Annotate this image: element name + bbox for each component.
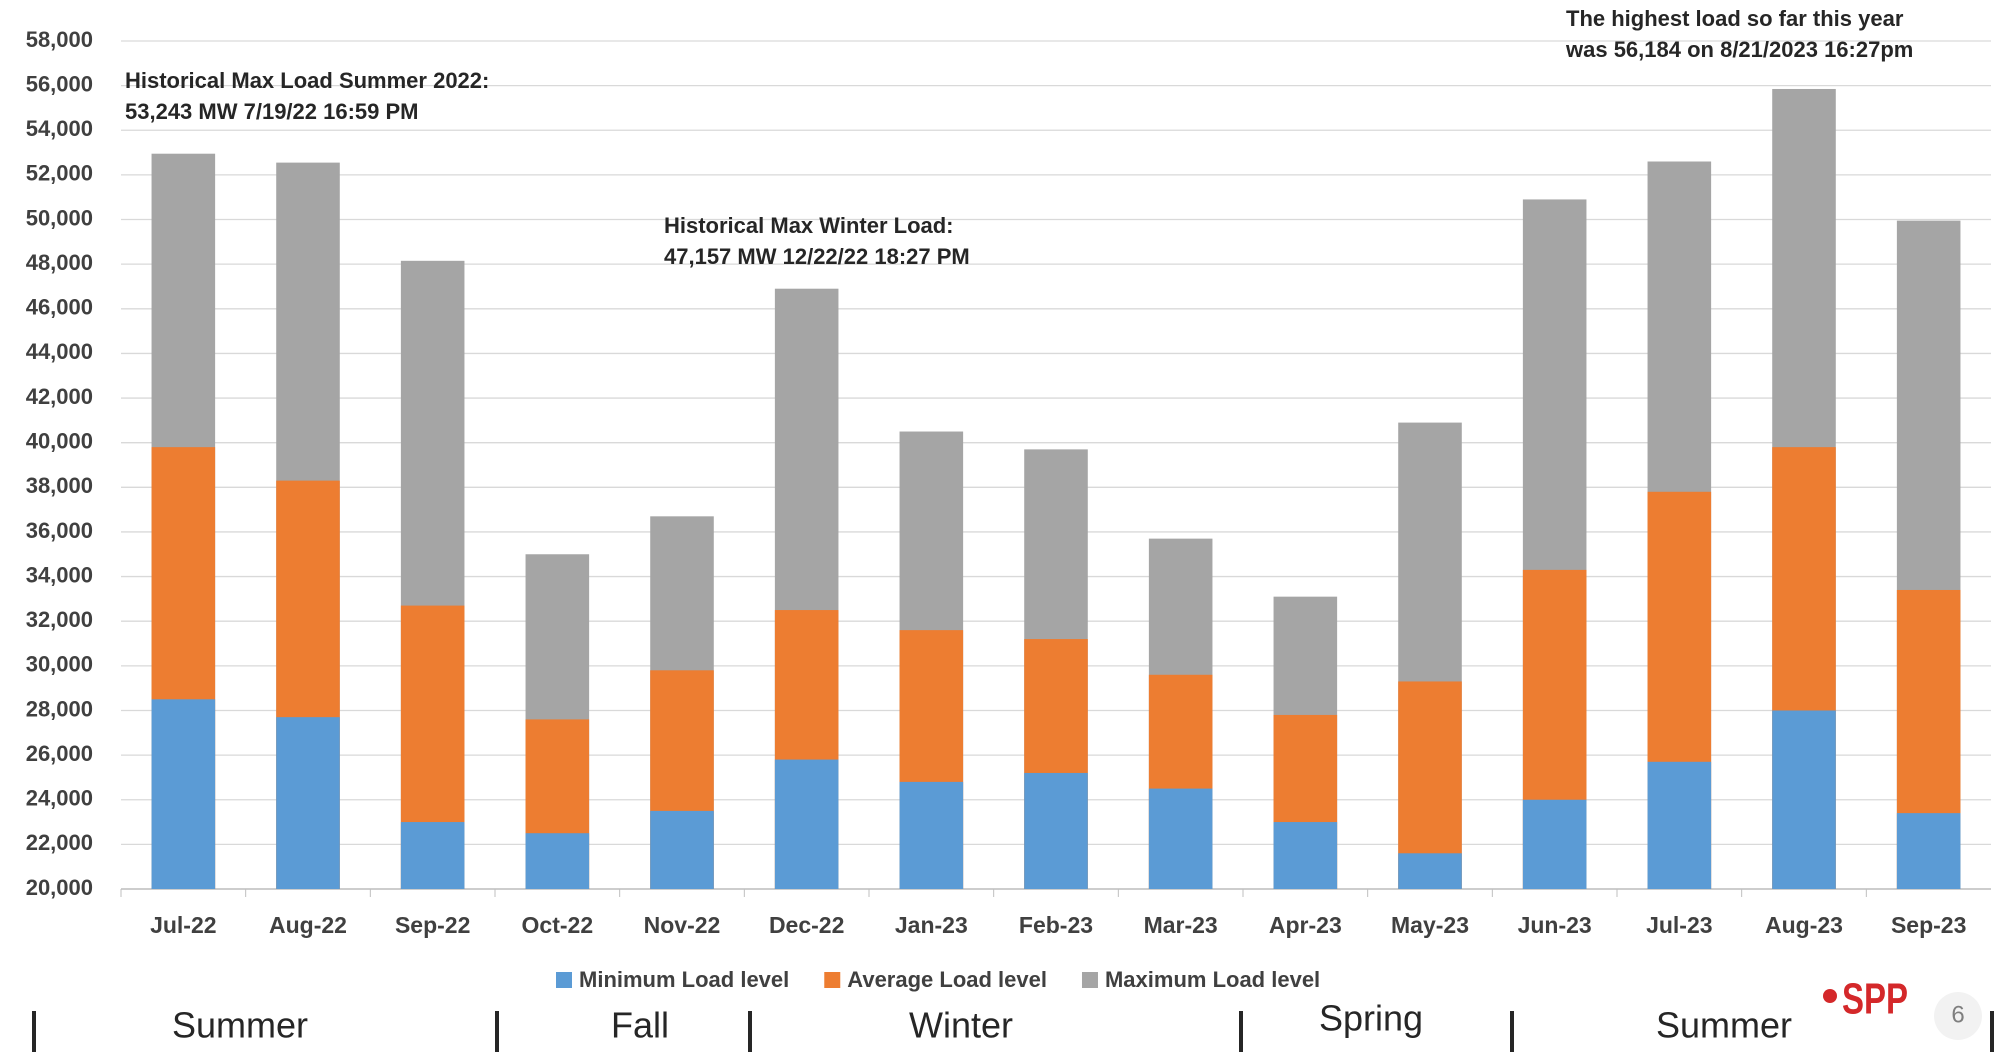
bar	[899, 781, 964, 889]
x-tick-label: Aug-22	[269, 912, 347, 938]
x-tick-label: Nov-22	[644, 912, 721, 938]
annotation: Historical Max Winter Load:	[664, 213, 954, 238]
bar	[1273, 822, 1338, 889]
bar	[1522, 799, 1587, 889]
y-tick-label: 40,000	[26, 428, 93, 453]
x-tick-label: Apr-23	[1269, 912, 1342, 938]
logo: SPP	[1842, 975, 1908, 1024]
y-tick-label: 52,000	[26, 161, 93, 186]
season-label: Winter	[909, 1005, 1013, 1046]
bar	[1647, 761, 1712, 889]
y-tick-label: 22,000	[26, 830, 93, 855]
x-tick-label: Sep-22	[395, 912, 470, 938]
legend-swatch	[556, 972, 572, 988]
x-tick-label: Jul-23	[1646, 912, 1712, 938]
bar	[1398, 853, 1462, 889]
bar	[1148, 788, 1213, 889]
annotation: The highest load so far this year	[1566, 6, 1904, 31]
y-tick-label: 58,000	[26, 27, 93, 52]
y-tick-label: 28,000	[26, 696, 93, 721]
page-number: 6	[1951, 1001, 1964, 1028]
bar	[525, 833, 590, 889]
y-tick-label: 30,000	[26, 652, 93, 677]
x-tick-label: Jul-22	[150, 912, 216, 938]
x-tick-label: Jan-23	[895, 912, 968, 938]
legend-label: Minimum Load level	[579, 967, 789, 992]
bar	[774, 759, 839, 889]
legend-swatch	[824, 972, 841, 988]
x-tick-label: Sep-23	[1891, 912, 1966, 938]
y-tick-label: 36,000	[26, 518, 93, 543]
y-tick-label: 42,000	[26, 384, 93, 409]
y-tick-label: 24,000	[26, 786, 93, 811]
y-tick-label: 26,000	[26, 741, 93, 766]
bar	[276, 717, 340, 889]
y-tick-label: 56,000	[26, 71, 93, 96]
legend-label: Maximum Load level	[1105, 967, 1320, 992]
y-tick-label: 50,000	[26, 205, 93, 230]
annotation: Historical Max Load Summer 2022:	[125, 68, 489, 93]
legend-label: Average Load level	[847, 967, 1047, 992]
annotation: 53,243 MW 7/19/22 16:59 PM	[125, 99, 419, 124]
y-tick-label: 46,000	[26, 295, 93, 320]
page-badge	[1934, 992, 1982, 1040]
season-label: Summer	[1656, 1005, 1792, 1046]
x-tick-label: Dec-22	[769, 912, 844, 938]
x-tick-label: Mar-23	[1144, 912, 1218, 938]
annotation: 47,157 MW 12/22/22 18:27 PM	[664, 244, 970, 269]
y-tick-label: 38,000	[26, 473, 93, 498]
season-label: Spring	[1319, 998, 1423, 1039]
bar	[1772, 710, 1836, 889]
annotation: was 56,184 on 8/21/2023 16:27pm	[1565, 37, 1913, 62]
legend-swatch	[1081, 972, 1098, 988]
bar	[1024, 772, 1088, 889]
x-tick-label: Oct-22	[522, 912, 594, 938]
bar	[400, 822, 465, 889]
bar	[650, 810, 714, 889]
bar	[1896, 813, 1961, 889]
x-tick-label: May-23	[1391, 912, 1469, 938]
y-tick-label: 54,000	[26, 116, 93, 141]
season-label: Summer	[172, 1005, 308, 1046]
y-tick-label: 44,000	[26, 339, 93, 364]
x-tick-label: Feb-23	[1019, 912, 1093, 938]
y-tick-label: 32,000	[26, 607, 93, 632]
logo-mark	[1823, 989, 1837, 1003]
x-tick-label: Jun-23	[1518, 912, 1592, 938]
y-tick-label: 20,000	[26, 875, 93, 900]
season-label: Fall	[611, 1005, 669, 1046]
bar	[151, 699, 216, 889]
y-tick-label: 48,000	[26, 250, 93, 275]
y-tick-label: 34,000	[26, 562, 93, 587]
x-tick-label: Aug-23	[1765, 912, 1843, 938]
